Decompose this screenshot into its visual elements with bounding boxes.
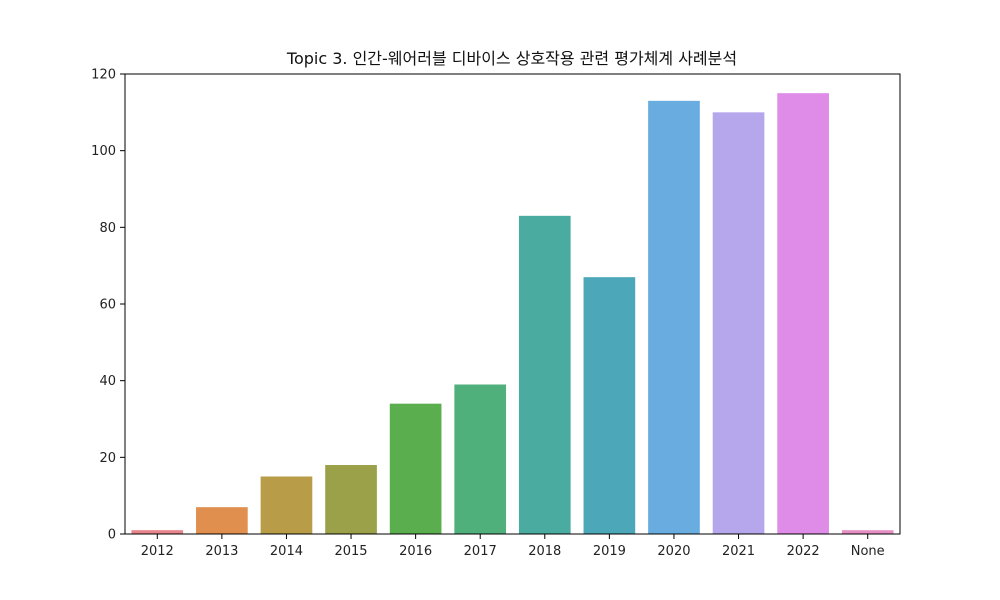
chart-title: Topic 3. 인간-웨어러블 디바이스 상호작용 관련 평가체계 사례분석 bbox=[286, 49, 737, 68]
x-tick-label: 2013 bbox=[205, 544, 238, 559]
x-tick-label: 2020 bbox=[657, 544, 690, 559]
y-tick-label: 20 bbox=[99, 451, 116, 466]
x-axis: 2012 2013 2014 2015 2016 2017 2018 2019 2020 2021… bbox=[141, 534, 885, 559]
x-tick-label: None bbox=[851, 544, 885, 559]
x-tick-label: 2019 bbox=[593, 544, 626, 559]
x-tick-label: 2021 bbox=[722, 544, 755, 559]
x-tick-label: 2014 bbox=[270, 544, 303, 559]
x-tick-label: 2015 bbox=[334, 544, 367, 559]
x-tick-label: 2016 bbox=[399, 544, 432, 559]
x-tick-label: 2017 bbox=[464, 544, 497, 559]
bar-2022 bbox=[777, 93, 829, 535]
bar-2015 bbox=[325, 465, 377, 534]
x-tick-label: 2022 bbox=[787, 544, 820, 559]
y-tick-label: 80 bbox=[99, 221, 116, 236]
bar-2016 bbox=[389, 403, 442, 534]
x-tick-label: 2018 bbox=[528, 544, 561, 559]
bar-2014 bbox=[260, 476, 313, 534]
y-tick-label: 40 bbox=[99, 374, 116, 389]
x-tick-label: 2012 bbox=[141, 544, 174, 559]
bar-2012 bbox=[131, 530, 184, 534]
bar-2018 bbox=[518, 215, 571, 534]
y-tick-label: 0 bbox=[108, 528, 116, 543]
y-tick-label: 60 bbox=[99, 298, 116, 313]
bar-2013 bbox=[196, 507, 248, 534]
y-axis: 0 20 40 60 80 100 120 bbox=[91, 68, 125, 543]
bars-group bbox=[131, 93, 894, 535]
y-tick-label: 120 bbox=[91, 68, 116, 83]
bar-None bbox=[841, 530, 894, 534]
bar-2021 bbox=[712, 112, 765, 534]
bar-2019 bbox=[583, 277, 636, 534]
bar-2017 bbox=[454, 384, 507, 534]
bar-2020 bbox=[648, 100, 700, 534]
plot-frame bbox=[124, 73, 901, 535]
y-tick-label: 100 bbox=[91, 144, 116, 159]
